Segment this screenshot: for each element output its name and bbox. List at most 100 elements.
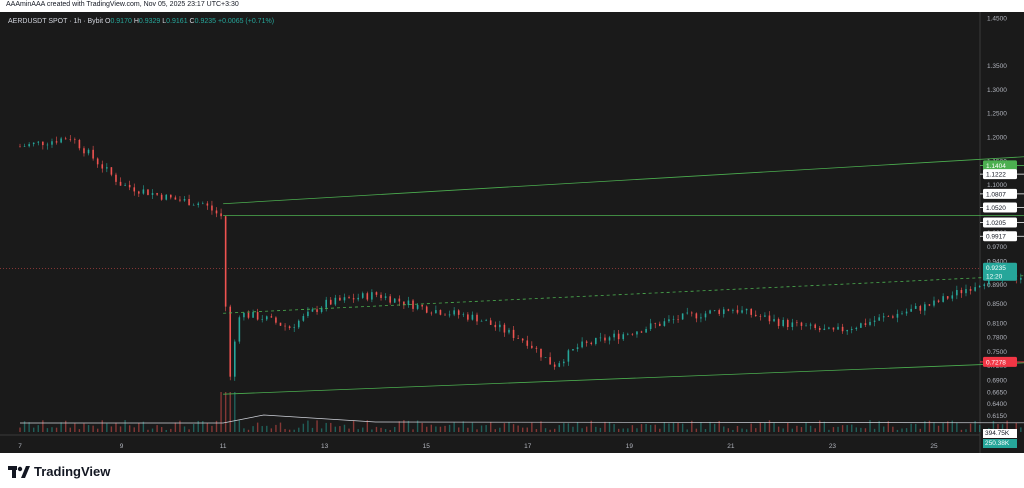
- time-tick-label: 17: [524, 443, 532, 450]
- candle-body: [343, 297, 346, 301]
- candle-body: [348, 297, 350, 299]
- volume-bar: [544, 428, 547, 432]
- volume-bar: [553, 428, 556, 432]
- candle-body: [28, 144, 30, 147]
- volume-bar: [229, 392, 231, 432]
- time-tick-label: 7: [18, 443, 22, 450]
- volume-bar: [677, 422, 679, 432]
- level-label: 1.1404: [986, 163, 1006, 170]
- volume-bar: [745, 429, 748, 432]
- volume-bar: [46, 428, 49, 432]
- current-price-label: 0.9235: [986, 265, 1006, 272]
- volume-bar: [252, 426, 254, 432]
- candle-body: [549, 357, 551, 365]
- candle-body: [745, 308, 748, 311]
- candle-body: [750, 308, 752, 315]
- channel-upper-line: [223, 156, 1024, 205]
- channel-mid-line: [223, 275, 1024, 314]
- volume-bar: [206, 423, 209, 432]
- chart-canvas[interactable]: 1.45001.35001.30001.25001.20001.15001.10…: [0, 12, 1024, 453]
- candle-body: [156, 193, 158, 195]
- volume-bar: [467, 427, 469, 432]
- volume-bar: [887, 421, 889, 432]
- volume-bar: [855, 427, 858, 432]
- volume-bar: [202, 421, 204, 432]
- volume-bar: [156, 425, 158, 432]
- candle-body: [106, 167, 108, 169]
- volume-bar: [243, 428, 245, 432]
- candle-body: [814, 324, 816, 328]
- candle-body: [115, 174, 117, 182]
- candle-body: [690, 312, 693, 314]
- price-tick-label: 0.6150: [987, 413, 1007, 420]
- candle-body: [46, 144, 49, 146]
- volume-bar: [787, 422, 789, 432]
- candle-body: [754, 314, 757, 317]
- time-tick-label: 23: [829, 443, 837, 450]
- volume-bar: [261, 426, 263, 432]
- volume-bar: [741, 428, 743, 432]
- volume-bar: [860, 427, 862, 432]
- candle-body: [576, 347, 579, 350]
- volume-bar: [727, 428, 730, 432]
- volume-bar: [915, 423, 917, 432]
- price-tick-label: 1.1000: [987, 182, 1007, 189]
- volume-bar: [444, 425, 446, 432]
- candle-body: [279, 322, 282, 326]
- volume-bar: [709, 421, 711, 432]
- volume-bar: [832, 427, 835, 432]
- candle-body: [421, 304, 423, 307]
- volume-bar: [279, 422, 282, 432]
- candle-body: [873, 320, 876, 322]
- candle-body: [83, 148, 85, 154]
- price-tick-label: 0.7800: [987, 335, 1007, 342]
- candle-body: [773, 319, 775, 322]
- volume-bar: [471, 422, 474, 432]
- volume-bar: [211, 425, 213, 432]
- volume-bar: [979, 424, 981, 432]
- volume-bar: [755, 428, 757, 432]
- candle-body: [832, 327, 835, 330]
- candle-body: [786, 319, 789, 327]
- volume-bar: [567, 423, 570, 432]
- candle-body: [170, 194, 172, 198]
- volume-bar: [234, 392, 236, 432]
- volume-bar: [101, 420, 103, 432]
- candle-body: [572, 349, 574, 351]
- volume-bar: [448, 424, 451, 432]
- candle-body: [924, 304, 926, 311]
- candle-body: [51, 141, 53, 145]
- volume-bar: [814, 428, 816, 432]
- tradingview-logo[interactable]: TradingView: [8, 464, 110, 479]
- volume-bar: [138, 423, 140, 432]
- volume-bar: [42, 420, 44, 432]
- chart-area[interactable]: 1.45001.35001.30001.25001.20001.15001.10…: [0, 12, 1024, 453]
- time-axis: 7911131517192123252729Nov357911131517192…: [18, 443, 938, 450]
- candle-body: [147, 189, 149, 195]
- candle-body: [334, 297, 337, 305]
- volume-bar: [919, 428, 921, 432]
- open-value: 0.9170: [110, 18, 132, 25]
- volume-bar: [759, 422, 762, 432]
- volume-bar: [371, 429, 373, 432]
- volume-bar: [494, 429, 496, 432]
- candle-body: [407, 300, 410, 306]
- volume-bar: [165, 429, 167, 432]
- change-value: +0.0065 (+0.71%): [217, 18, 275, 25]
- volume-bar: [782, 428, 784, 432]
- candle-body: [233, 341, 236, 377]
- candle-body: [96, 158, 99, 165]
- volume-bar: [485, 425, 487, 432]
- volume-bar: [316, 420, 318, 432]
- volume-bar: [723, 426, 725, 432]
- volume-bar: [92, 425, 94, 432]
- volume-bar: [905, 428, 908, 432]
- volume-bar: [672, 422, 675, 432]
- volume-bar: [480, 425, 483, 432]
- candle-body: [412, 300, 414, 309]
- volume-bar: [572, 426, 574, 432]
- volume-bars: [19, 392, 1022, 432]
- volume-bar: [681, 423, 684, 432]
- candle-body: [32, 142, 35, 145]
- volume-bar: [700, 421, 702, 432]
